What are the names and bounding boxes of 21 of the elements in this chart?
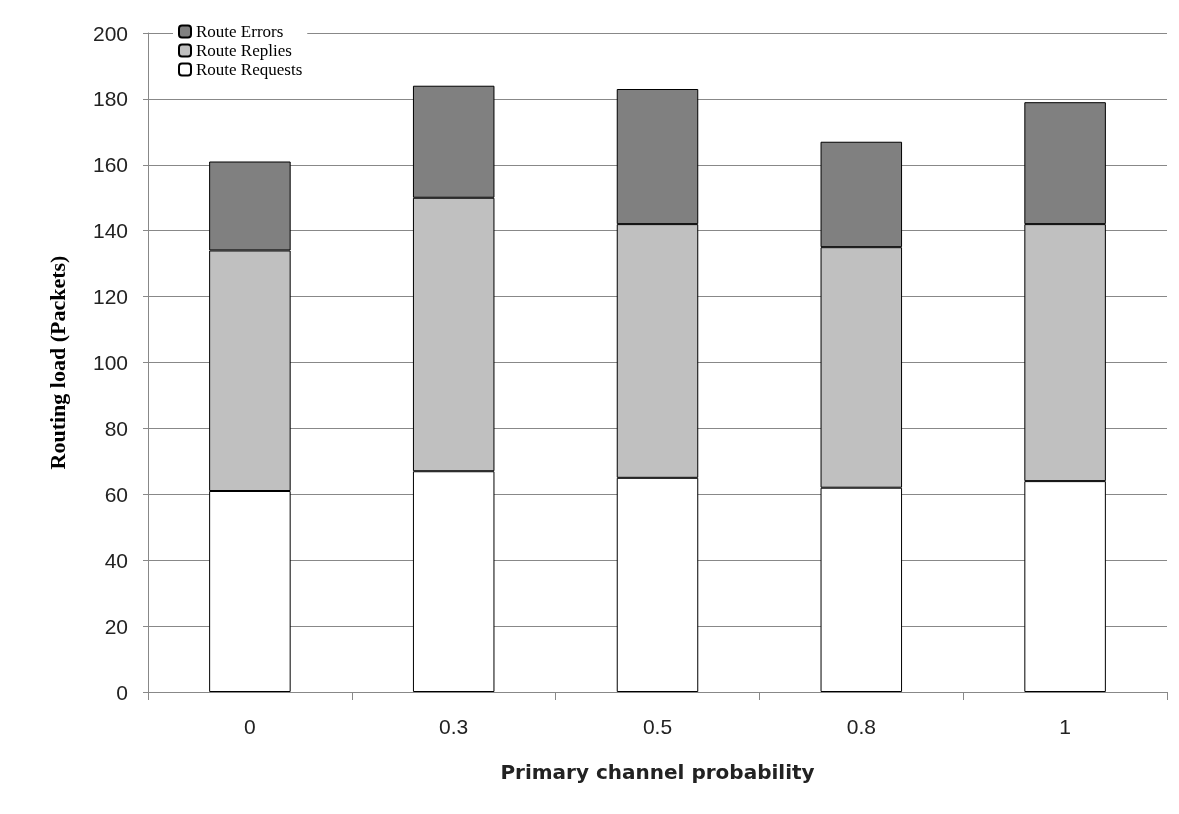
y-tick-label: 200 [92, 21, 128, 45]
x-tick-label: 0.8 [846, 715, 876, 738]
y-axis-title: Routing load (Packets) [44, 255, 70, 470]
x-tick-label: 0.3 [439, 715, 469, 738]
y-tick-label: 100 [92, 351, 128, 374]
y-tick-label: 40 [104, 548, 128, 572]
y-tick-label: 60 [104, 482, 128, 506]
legend-label: Route Requests [196, 60, 303, 79]
x-axis-title: Primary channel probability [500, 760, 815, 784]
y-tick-label: 120 [92, 285, 128, 309]
y-tick-label: 20 [104, 614, 128, 638]
x-tick-label: 0 [244, 715, 256, 738]
y-tick-label: 160 [92, 153, 128, 177]
legend-label: Route Replies [196, 41, 292, 60]
y-tick-label: 140 [92, 219, 128, 243]
y-tick-label: 180 [92, 87, 128, 111]
legend-label: Route Errors [196, 22, 284, 41]
x-tick-label: 0.5 [642, 715, 673, 738]
y-tick-label: 80 [104, 416, 128, 440]
x-tick-label: 1 [1059, 715, 1071, 738]
y-tick-label: 0 [116, 680, 128, 704]
